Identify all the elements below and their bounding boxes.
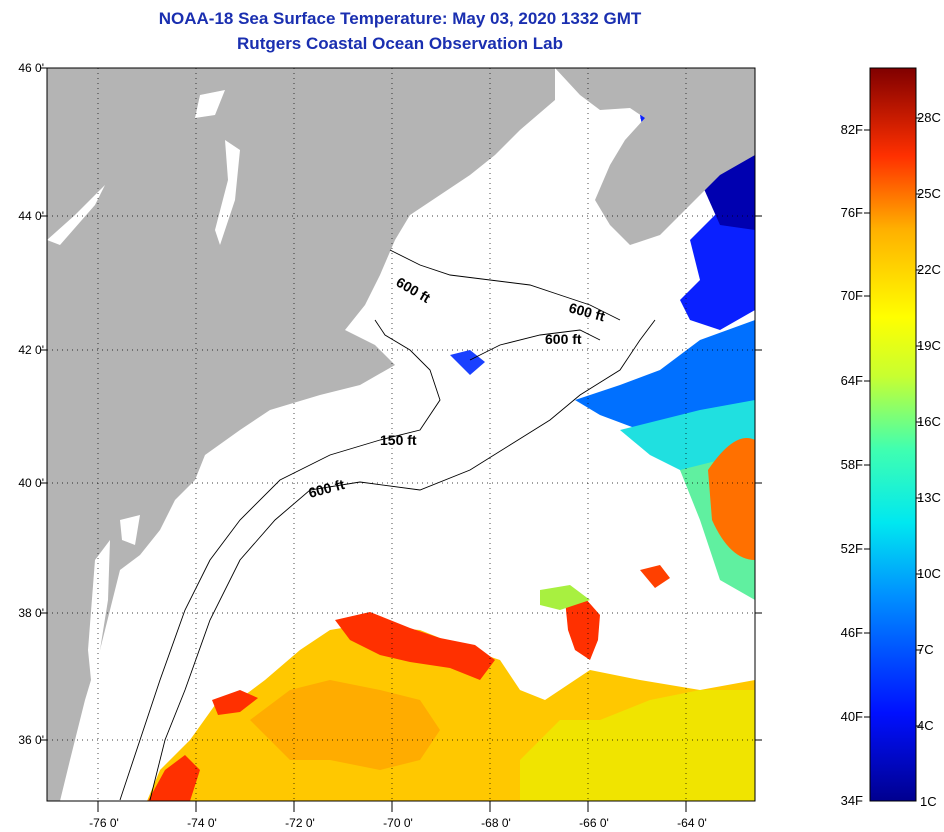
inland-lake — [215, 140, 240, 245]
cold-patch-georges — [450, 350, 485, 375]
colorbar-c-label: 19C — [917, 338, 941, 353]
cold-water-dark — [700, 150, 755, 230]
delaware-bay — [120, 515, 140, 545]
lat-label: 42 0' — [18, 343, 44, 357]
lat-label: 46 0' — [18, 61, 44, 75]
red-warm-patch-3 — [148, 755, 200, 801]
yellow-water-east — [520, 690, 755, 801]
land-us-mainland — [47, 68, 555, 801]
lon-label: -70 0' — [383, 816, 413, 830]
colorbar-c-label: 13C — [917, 490, 941, 505]
lat-label: 40 0' — [18, 476, 44, 490]
colorbar-c-label: 10C — [917, 566, 941, 581]
map-frame — [46, 67, 756, 802]
red-warm-patch-5 — [640, 565, 670, 588]
lon-label: -66 0' — [579, 816, 609, 830]
colorbar-f-label: 70F — [841, 288, 863, 303]
lat-lon-grid — [47, 68, 755, 801]
red-warm-patch-4 — [212, 690, 258, 715]
colorbar-ticks — [864, 117, 922, 727]
contour-label: 150 ft — [380, 432, 417, 448]
orange-water-band — [250, 680, 440, 770]
lon-label: -72 0' — [285, 816, 315, 830]
colorbar-f-label: 40F — [841, 709, 863, 724]
inland-lake — [195, 90, 225, 118]
colorbar-c-label: 7C — [917, 642, 934, 657]
colorbar-c-label: 4C — [917, 718, 934, 733]
temperature-colorbar — [869, 67, 917, 802]
isobath-gulf-of-maine — [389, 249, 621, 321]
red-warm-patch-2 — [565, 598, 600, 660]
colorbar-c-label: 1C — [920, 794, 937, 809]
map-title: NOAA-18 Sea Surface Temperature: May 03,… — [158, 9, 642, 28]
lat-label: 44 0' — [18, 209, 44, 223]
colorbar-c-label: 25C — [917, 186, 941, 201]
colorbar-c-label: 22C — [917, 262, 941, 277]
chesapeake-bay — [88, 540, 110, 690]
lon-label: -76 0' — [89, 816, 119, 830]
warm-eddy-east — [708, 438, 755, 560]
isobath-georges — [469, 329, 601, 361]
red-warm-patch — [335, 612, 495, 680]
colorbar-f-label: 52F — [841, 541, 863, 556]
isobath-150ft — [119, 319, 441, 801]
lon-label: -64 0' — [677, 816, 707, 830]
greenish-patch — [540, 585, 590, 610]
land-nova-scotia-new-brunswick — [555, 68, 755, 245]
colorbar-c-label: 28C — [917, 110, 941, 125]
contour-label: 600 ft — [545, 331, 582, 347]
inland-lake — [47, 185, 105, 245]
colorbar-f-label: 46F — [841, 625, 863, 640]
colorbar-f-label: 34F — [841, 793, 863, 808]
colorbar-f-label: 58F — [841, 457, 863, 472]
colorbar-c-label: 16C — [917, 414, 941, 429]
lat-label: 38 0' — [18, 606, 44, 620]
lon-label: -68 0' — [481, 816, 511, 830]
lat-label: 36 0' — [18, 733, 44, 747]
lon-label: -74 0' — [187, 816, 217, 830]
isobath-600ft — [149, 319, 656, 801]
colorbar-f-label: 82F — [841, 122, 863, 137]
colorbar-f-label: 64F — [841, 373, 863, 388]
map-subtitle: Rutgers Coastal Ocean Observation Lab — [237, 34, 563, 53]
axis-ticks — [40, 67, 762, 812]
colorbar-f-label: 76F — [841, 205, 863, 220]
